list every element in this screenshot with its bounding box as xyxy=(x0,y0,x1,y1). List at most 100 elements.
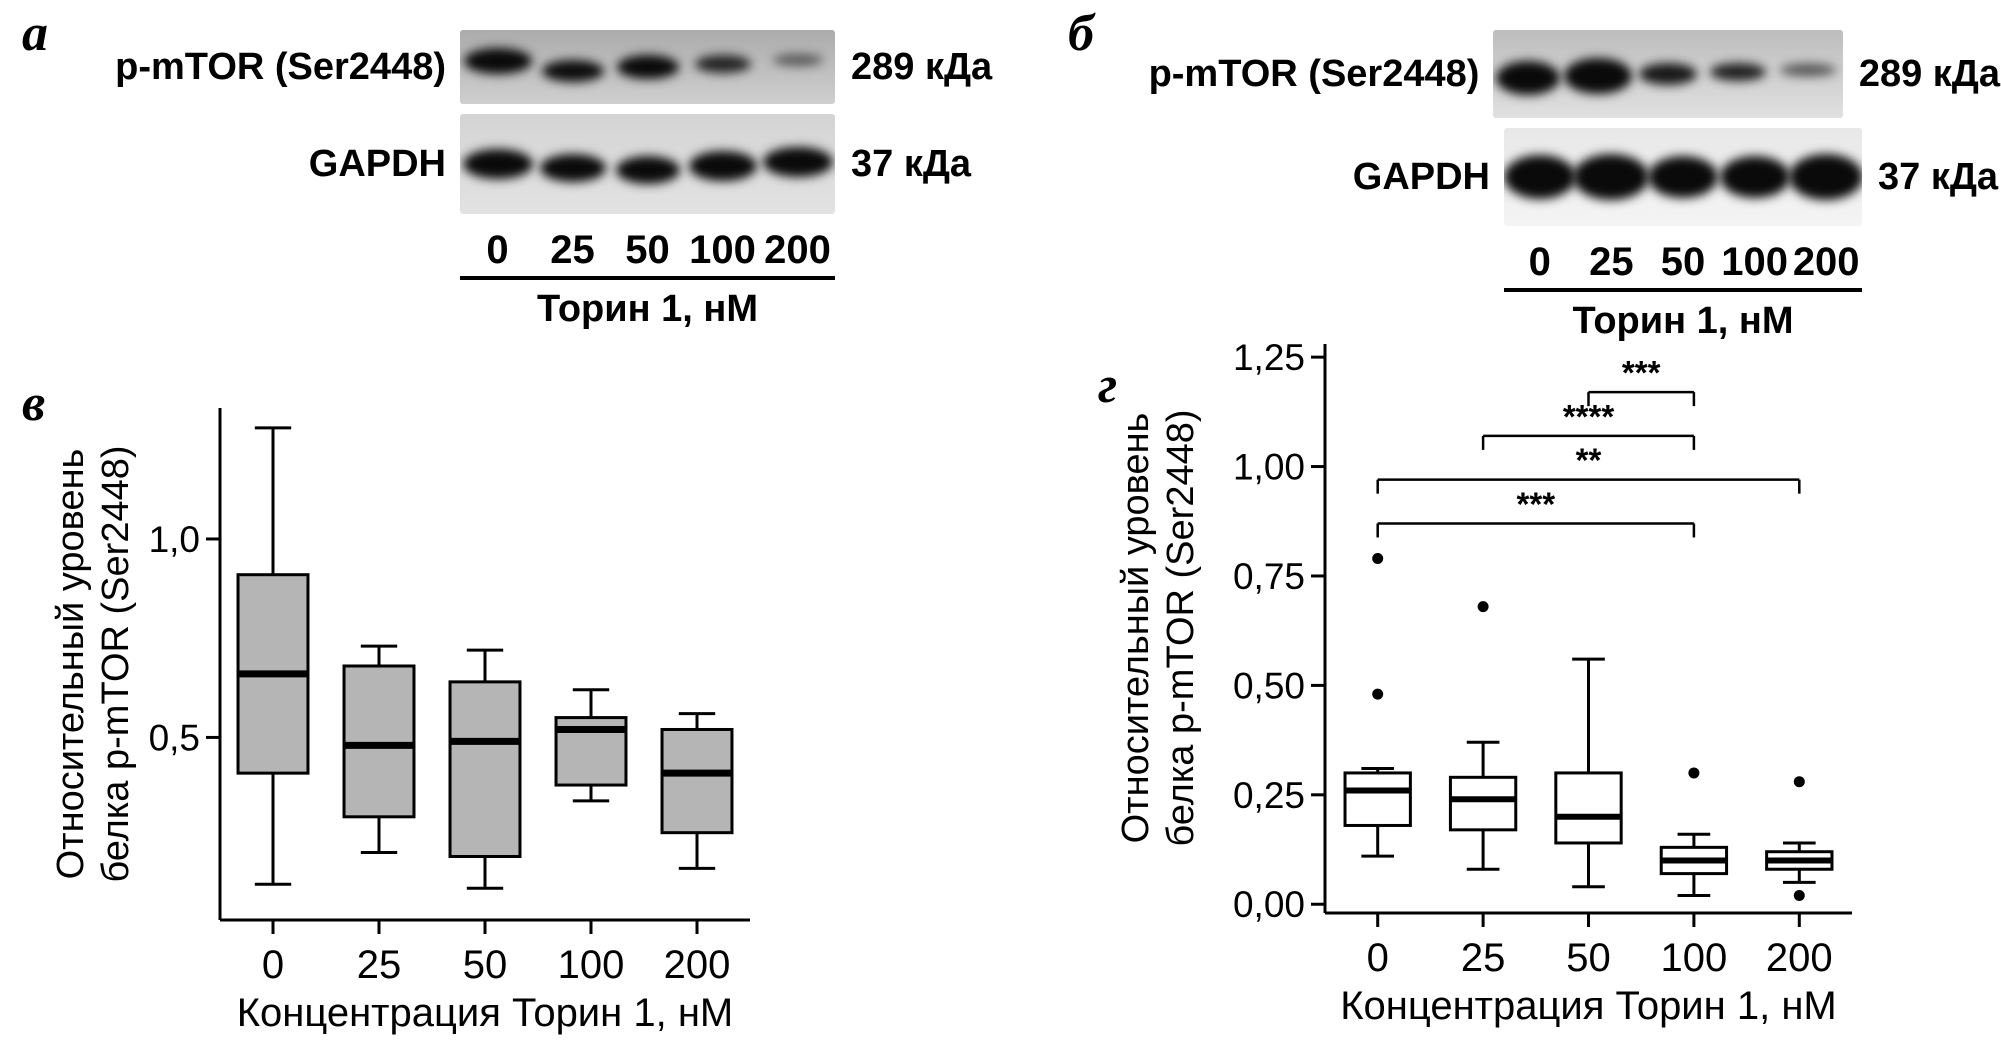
lane-label: 100 xyxy=(1721,240,1788,284)
protein-band xyxy=(1648,156,1718,198)
x-axis-title: Концентрация Торин 1, нМ xyxy=(1340,984,1837,1028)
x-tick-label: 200 xyxy=(1766,936,1833,980)
protein-band xyxy=(772,53,823,66)
protein-band xyxy=(1573,154,1650,200)
y-axis-label-line2: белка p-mTOR (Ser2448) xyxy=(94,445,137,883)
outlier-dot xyxy=(1477,601,1489,613)
protein-band xyxy=(1779,63,1836,77)
x-tick-label: 100 xyxy=(558,943,625,987)
outlier-dot xyxy=(1688,767,1700,779)
y-tick-label: 0,75 xyxy=(1233,556,1305,597)
protein-band xyxy=(688,151,757,181)
protein-label-pmtor: p-mTOR (Ser2448) xyxy=(115,45,446,88)
treatment-underline xyxy=(460,276,835,280)
protein-band xyxy=(615,156,680,184)
lane-label: 200 xyxy=(764,228,831,272)
x-tick-label: 0 xyxy=(262,943,284,987)
x-tick-label: 50 xyxy=(1566,936,1611,980)
lane-label: 100 xyxy=(689,228,756,272)
box-iqr xyxy=(342,664,416,819)
protein-band xyxy=(463,48,532,75)
blot-row-gapdh: GAPDH 37 кДа xyxy=(6,114,1006,214)
protein-band xyxy=(462,149,533,179)
x-tick-label: 25 xyxy=(1461,936,1506,980)
panel-a-western-blot: а p-mTOR (Ser2448) 289 кДа GAPDH 37 кДа … xyxy=(6,6,1006,331)
panel-letter-v: в xyxy=(22,375,46,432)
outlier-dot xyxy=(1372,552,1384,564)
blot-rows-a: p-mTOR (Ser2448) 289 кДа GAPDH 37 кДа xyxy=(6,30,1006,214)
protein-band xyxy=(762,147,833,177)
protein-band xyxy=(1564,57,1633,94)
lane-label: 200 xyxy=(1792,240,1860,284)
molecular-weight-label: 37 кДа xyxy=(851,142,972,185)
x-tick-label: 200 xyxy=(664,943,731,987)
x-axis-title: Концентрация Торин 1, нМ xyxy=(237,991,734,1035)
box-iqr xyxy=(1343,771,1412,827)
protein-band xyxy=(539,154,606,182)
molecular-weight-label: 37 кДа xyxy=(1878,155,1999,198)
molecular-weight-label: 289 кДа xyxy=(851,45,993,88)
lane-concentration-labels: 0 25 50 100 200 xyxy=(1504,236,1862,288)
protein-band xyxy=(1504,155,1576,199)
blot-row-pmtor: p-mTOR (Ser2448) 289 кДа xyxy=(1050,30,2000,118)
lane-label: 0 xyxy=(1528,240,1551,284)
y-tick-label: 1,25 xyxy=(1233,337,1305,378)
lane-concentration-labels: 0 25 50 100 200 xyxy=(460,224,835,276)
x-tick-label: 0 xyxy=(1367,936,1389,980)
boxplot-g: 0,00 0,25 0,50 0,75 1,00 1,25 0 25 50 100 200Конце… xyxy=(1233,337,1852,1028)
protein-band xyxy=(541,60,604,83)
y-tick-label: 0,5 xyxy=(149,717,200,758)
protein-band xyxy=(1639,63,1698,85)
y-axis-label-line1: Относительный уровень xyxy=(50,448,92,880)
y-axis-label-line1: Относительный уровень xyxy=(1115,412,1157,844)
protein-label-gapdh: GAPDH xyxy=(308,142,446,185)
y-tick-label: 0,25 xyxy=(1233,775,1305,816)
y-tick-label: 1,0 xyxy=(149,519,200,560)
panel-letter-g: г xyxy=(1098,357,1118,414)
lane-label: 50 xyxy=(625,228,670,272)
protein-label-gapdh: GAPDH xyxy=(1352,155,1490,198)
treatment-underline xyxy=(1504,288,1862,292)
y-tick-label: 0,50 xyxy=(1233,665,1305,706)
panel-letter-b: б xyxy=(1068,5,1094,62)
protein-band xyxy=(616,55,679,79)
protein-label-pmtor: p-mTOR (Ser2448) xyxy=(1148,52,1480,95)
treatment-label: Торин 1, нМ xyxy=(1572,300,1794,342)
box-iqr xyxy=(448,680,522,858)
treatment-label: Торин 1, нМ xyxy=(537,288,758,330)
blot-row-pmtor: p-mTOR (Ser2448) 289 кДа xyxy=(6,30,1006,104)
outlier-dot xyxy=(1793,776,1805,788)
outlier-dot xyxy=(1793,889,1805,901)
significance-label: *** xyxy=(1622,354,1661,391)
protein-band xyxy=(1789,154,1862,200)
panel-letter-a: а xyxy=(22,5,48,62)
blot-image-gapdh xyxy=(460,114,835,214)
x-tick-label: 100 xyxy=(1661,936,1728,980)
significance-label: **** xyxy=(1563,398,1615,435)
y-tick-label: 1,00 xyxy=(1233,447,1305,488)
box-iqr xyxy=(1448,775,1518,832)
significance-label: *** xyxy=(1517,485,1556,522)
box-iqr xyxy=(1554,771,1623,845)
protein-band xyxy=(1719,156,1790,198)
blot-row-gapdh: GAPDH 37 кДа xyxy=(1050,128,2000,226)
blot-image-pmtor xyxy=(1493,30,1843,118)
y-axis-label: Относительный уровень белка p-mTOR (Ser2… xyxy=(49,364,141,964)
panel-b-western-blot: б p-mTOR (Ser2448) 289 кДа GAPDH 37 кДа … xyxy=(1050,6,2000,343)
blot-image-gapdh xyxy=(1504,128,1862,226)
lane-label: 50 xyxy=(1660,240,1706,284)
y-axis-label-line2: белка p-mTOR (Ser2448) xyxy=(1159,409,1202,847)
blot-rows-b: p-mTOR (Ser2448) 289 кДа GAPDH 37 кДа xyxy=(1050,30,2000,226)
x-tick-label: 50 xyxy=(463,943,508,987)
outlier-dot xyxy=(1372,688,1384,700)
protein-band xyxy=(1709,63,1766,82)
box-iqr xyxy=(660,727,734,835)
protein-band xyxy=(694,55,751,74)
x-tick-label: 25 xyxy=(357,943,402,987)
molecular-weight-label: 289 кДа xyxy=(1858,52,2000,95)
significance-label: ** xyxy=(1576,442,1602,479)
lane-label: 0 xyxy=(486,228,509,272)
lane-label: 25 xyxy=(550,228,595,272)
lane-label: 25 xyxy=(1589,240,1634,284)
